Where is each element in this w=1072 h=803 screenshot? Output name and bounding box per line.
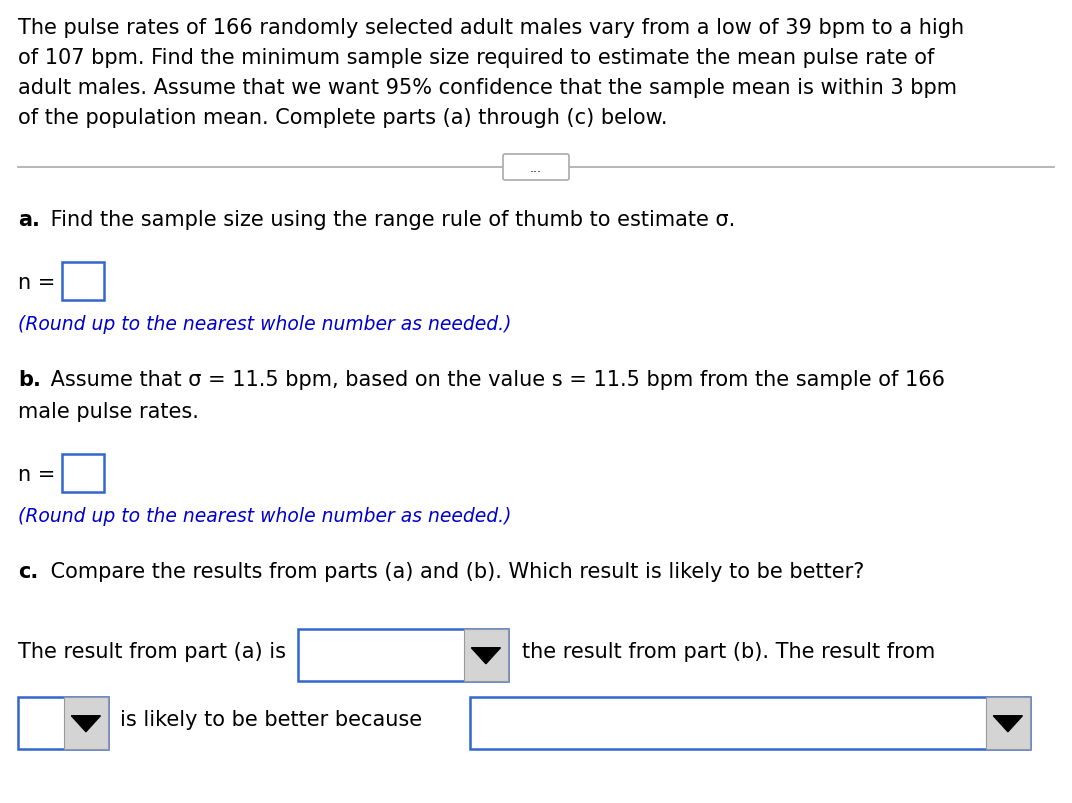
Text: n =: n = <box>18 273 56 292</box>
Text: is likely to be better because: is likely to be better because <box>120 709 422 729</box>
Bar <box>470 697 1030 749</box>
Text: b.: b. <box>18 369 41 389</box>
Bar <box>62 454 104 492</box>
Text: the result from part (b). The result from: the result from part (b). The result fro… <box>522 642 935 661</box>
Text: male pulse rates.: male pulse rates. <box>18 402 199 422</box>
Text: c.: c. <box>18 561 39 581</box>
Text: The pulse rates of 166 randomly selected adult males vary from a low of 39 bpm t: The pulse rates of 166 randomly selected… <box>18 18 964 38</box>
Text: (Round up to the nearest whole number as needed.): (Round up to the nearest whole number as… <box>18 507 511 525</box>
Text: a.: a. <box>18 210 40 230</box>
Bar <box>64 697 108 749</box>
Bar <box>298 630 508 681</box>
Bar <box>18 697 108 749</box>
Text: adult males. Assume that we want 95% confidence that the sample mean is within 3: adult males. Assume that we want 95% con… <box>18 78 957 98</box>
Text: Compare the results from parts (a) and (b). Which result is likely to be better?: Compare the results from parts (a) and (… <box>44 561 864 581</box>
Bar <box>62 263 104 300</box>
FancyBboxPatch shape <box>503 155 569 181</box>
Text: Find the sample size using the range rule of thumb to estimate σ.: Find the sample size using the range rul… <box>44 210 735 230</box>
Text: of 107 bpm. Find the minimum sample size required to estimate the mean pulse rat: of 107 bpm. Find the minimum sample size… <box>18 48 935 68</box>
Polygon shape <box>994 715 1023 732</box>
Text: (Round up to the nearest whole number as needed.): (Round up to the nearest whole number as… <box>18 315 511 333</box>
Text: Assume that σ = 11.5 bpm, based on the value s = 11.5 bpm from the sample of 166: Assume that σ = 11.5 bpm, based on the v… <box>44 369 946 389</box>
Text: of the population mean. Complete parts (a) through (c) below.: of the population mean. Complete parts (… <box>18 108 668 128</box>
Polygon shape <box>472 648 501 664</box>
Bar <box>986 697 1030 749</box>
Text: ...: ... <box>530 161 542 174</box>
Text: The result from part (a) is: The result from part (a) is <box>18 642 286 661</box>
Text: n =: n = <box>18 464 56 484</box>
Bar <box>464 630 508 681</box>
Polygon shape <box>72 715 101 732</box>
